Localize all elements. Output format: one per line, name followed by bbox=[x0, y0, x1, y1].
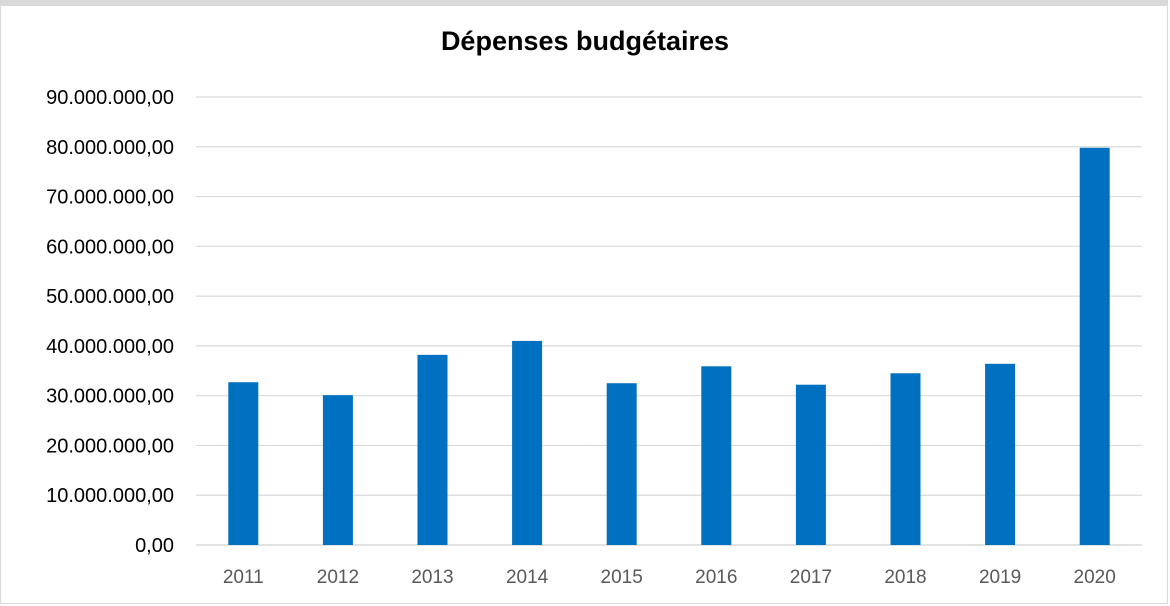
x-tick-label: 2014 bbox=[506, 567, 549, 588]
y-tick-label: 60.000.000,00 bbox=[46, 236, 174, 258]
bars bbox=[228, 147, 1110, 546]
bar-2018 bbox=[890, 373, 921, 545]
x-tick-label: 2020 bbox=[1074, 567, 1116, 588]
bar-2011 bbox=[228, 382, 259, 545]
bar-2013 bbox=[417, 354, 448, 545]
bar-2012 bbox=[322, 395, 353, 545]
gridlines bbox=[196, 96, 1142, 546]
bar-2020 bbox=[1079, 147, 1110, 546]
y-tick-label: 30.000.000,00 bbox=[46, 386, 174, 408]
y-tick-label: 80.000.000,00 bbox=[46, 137, 174, 159]
bar-2019 bbox=[985, 363, 1016, 545]
x-tick-label: 2017 bbox=[790, 567, 832, 588]
y-tick-label: 90.000.000,00 bbox=[46, 87, 174, 109]
bar-2017 bbox=[795, 384, 826, 545]
y-tick-label: 10.000.000,00 bbox=[46, 485, 174, 507]
y-tick-label: 50.000.000,00 bbox=[46, 286, 174, 308]
y-tick-label: 70.000.000,00 bbox=[46, 187, 174, 209]
x-tick-label: 2015 bbox=[601, 567, 643, 588]
x-tick-label: 2019 bbox=[979, 567, 1021, 588]
y-axis-ticks: 0,00 10.000.000,00 20.000.000,00 30.000.000… bbox=[46, 87, 174, 557]
x-tick-label: 2018 bbox=[884, 567, 926, 588]
x-tick-label: 2012 bbox=[317, 567, 359, 588]
bar-2016 bbox=[701, 366, 732, 545]
y-tick-label: 40.000.000,00 bbox=[46, 336, 174, 358]
bar-2015 bbox=[606, 383, 637, 545]
x-tick-label: 2013 bbox=[411, 567, 453, 588]
x-tick-label: 2011 bbox=[223, 567, 264, 588]
x-tick-label: 2016 bbox=[695, 567, 737, 588]
y-tick-label: 0,00 bbox=[135, 535, 174, 557]
y-tick-label: 20.000.000,00 bbox=[46, 435, 174, 457]
chart-title: Dépenses budgétaires bbox=[440, 26, 730, 56]
x-axis-ticks: 2011 2012 2013 2014 2015 2016 2017 2018 2019 2020 bbox=[223, 567, 1116, 588]
bar-2014 bbox=[512, 340, 543, 545]
